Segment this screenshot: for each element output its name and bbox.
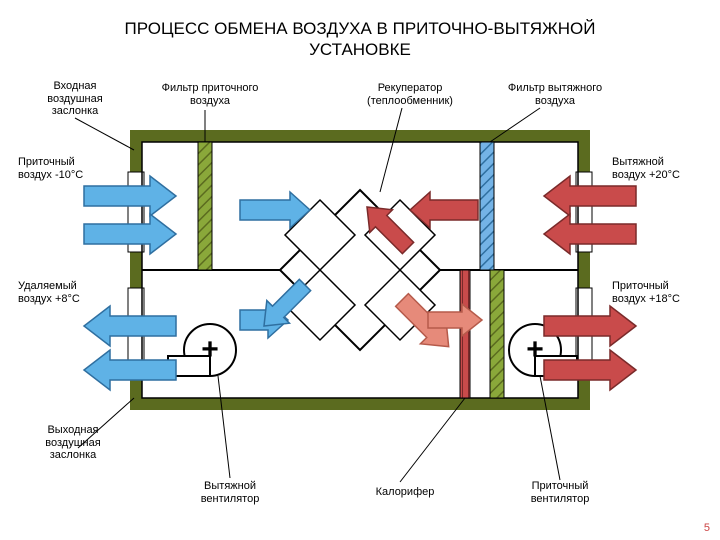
label-recuperator: Рекуператор(теплообменник) bbox=[350, 82, 470, 107]
label-supply-filter: Фильтр приточноговоздуха bbox=[150, 82, 270, 107]
label-exhaust-fan: Вытяжнойвентилятор bbox=[180, 480, 280, 505]
label-exhaust-filter: Фильтр вытяжноговоздуха bbox=[495, 82, 615, 107]
supply-filter bbox=[198, 142, 212, 270]
label-removed-air: Удаляемыйвоздух +8°C bbox=[18, 280, 108, 305]
exhaust-filter bbox=[480, 142, 494, 270]
exhaust-fan-plus: + bbox=[195, 335, 225, 365]
filter-bottom-right bbox=[490, 270, 504, 398]
label-inlet-damper: Входнаявоздушнаязаслонка bbox=[30, 80, 120, 118]
label-exhaust-air-out: Вытяжнойвоздух +20°C bbox=[612, 156, 712, 181]
label-heater: Калорифер bbox=[360, 486, 450, 499]
label-supply-air-in: Приточныйвоздух -10°C bbox=[18, 156, 108, 181]
label-supply-air-out: Приточныйвоздух +18°C bbox=[612, 280, 712, 305]
label-outlet-damper: Выходнаявоздушнаязаслонка bbox=[28, 424, 118, 462]
supply-fan-plus: + bbox=[520, 335, 550, 365]
label-supply-fan: Приточныйвентилятор bbox=[510, 480, 610, 505]
slide-number: 5 bbox=[704, 522, 710, 534]
